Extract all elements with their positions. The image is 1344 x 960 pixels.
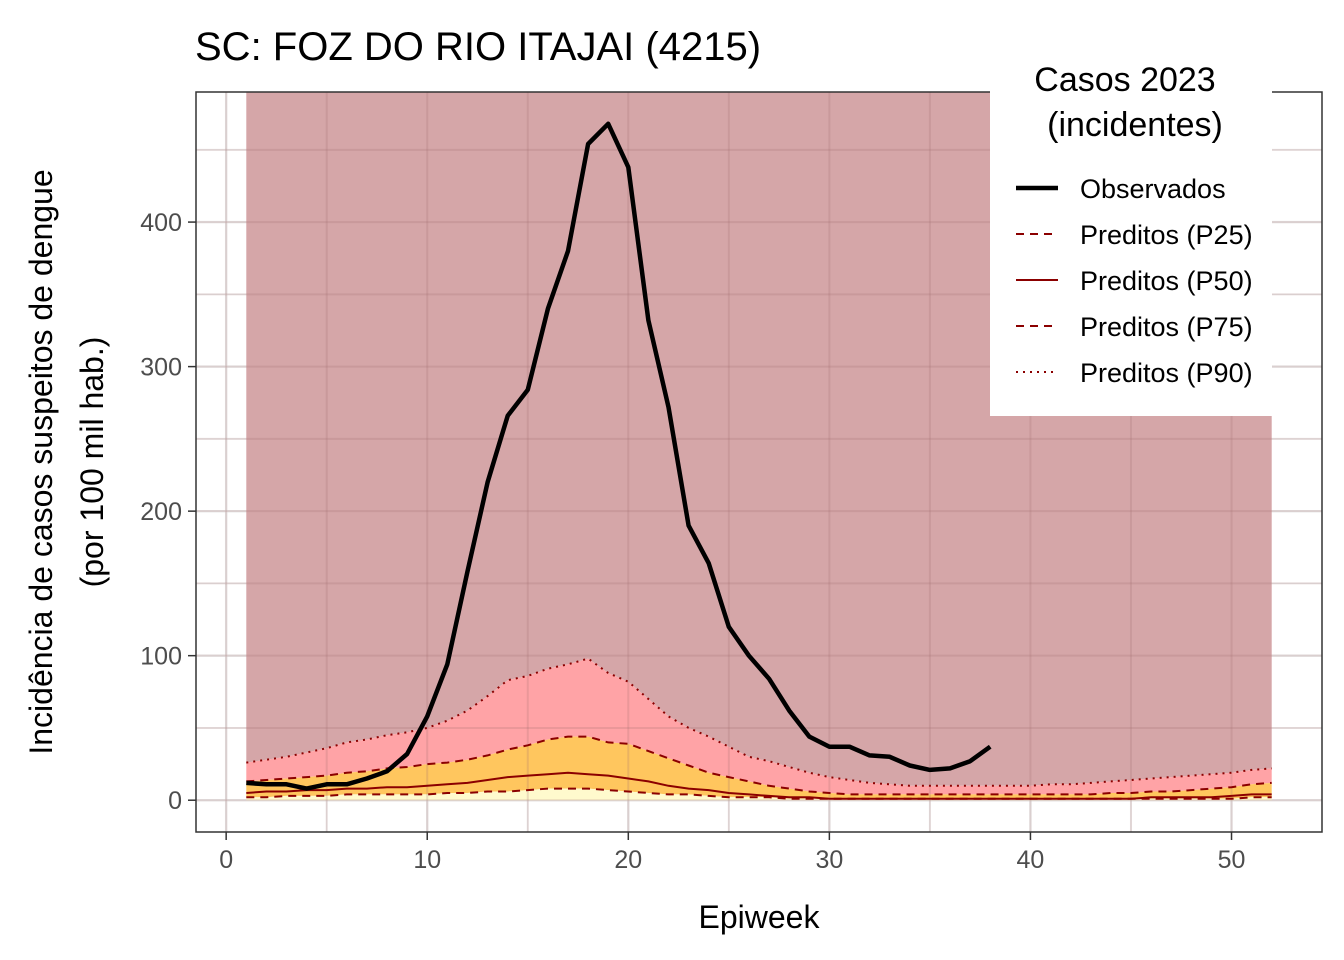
chart-title: SC: FOZ DO RIO ITAJAI (4215): [195, 25, 761, 69]
line-p50: [246, 771, 1272, 800]
plot-border: [195, 91, 1323, 833]
y-axis-title-line1: Incidência de casos suspeitos de dengue: [23, 169, 59, 754]
band-p50-p75: [246, 736, 1272, 799]
legend-label: Preditos (P25): [1080, 220, 1253, 250]
y-axis: 0 100 200 300 400: [140, 209, 196, 815]
y-tick-label: 400: [140, 209, 182, 237]
y-tick-label: 300: [140, 354, 182, 382]
legend-title-line1: Casos 2023: [1034, 61, 1215, 99]
y-axis-title: Incidência de casos suspeitos de dengue: [23, 169, 59, 754]
legend-label: Preditos (P50): [1080, 266, 1253, 296]
x-axis-title: Epiweek: [699, 899, 821, 935]
y-tick-label: 100: [140, 643, 182, 671]
y-axis-title-line2: (por 100 mil hab.): [74, 337, 110, 588]
legend-label: Observados: [1080, 174, 1226, 204]
legend-label: Preditos (P90): [1080, 358, 1253, 388]
x-tick-label: 10: [413, 846, 441, 874]
legend-title-line2: (incidentes): [1047, 106, 1223, 144]
band-p25-p50: [246, 772, 1272, 799]
y-tick-label: 200: [140, 498, 182, 526]
x-tick-label: 40: [1017, 846, 1045, 874]
line-p75: [246, 735, 1272, 796]
legend-items: Observados Preditos (P25) Preditos (P50) Pr…: [1016, 174, 1253, 388]
observed-series: [246, 121, 992, 791]
x-tick-label: 50: [1218, 846, 1246, 874]
legend-label: Preditos (P75): [1080, 312, 1253, 342]
grid-overlay: [196, 92, 1322, 832]
x-axis: 0 10 20 30 40 50: [219, 832, 1245, 874]
band-p75-p90: [246, 658, 1272, 795]
x-tick-label: 30: [815, 846, 843, 874]
y-tick-label: 0: [168, 787, 182, 815]
line-observed: [246, 121, 992, 791]
x-tick-label: 20: [614, 846, 642, 874]
predicted-lines: [246, 657, 1272, 800]
x-tick-label: 0: [219, 846, 233, 874]
legend: Casos 2023 (incidentes) Observados Predit…: [990, 54, 1272, 416]
